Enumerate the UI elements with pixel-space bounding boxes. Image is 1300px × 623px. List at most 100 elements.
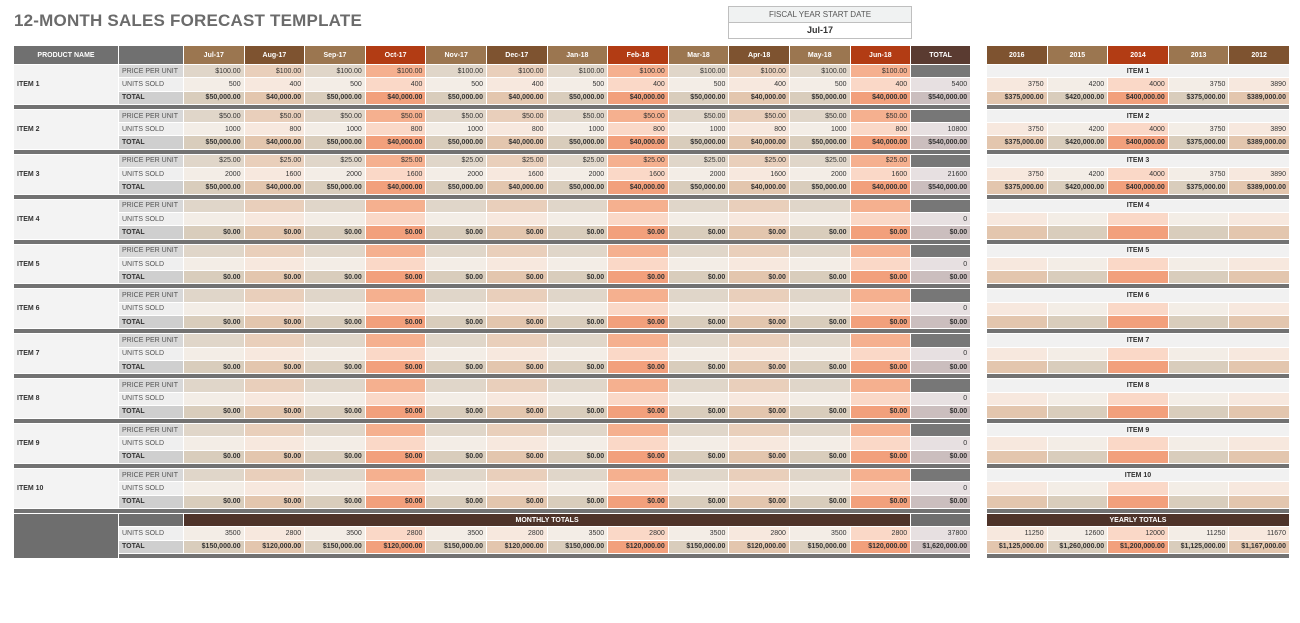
price-cell[interactable] bbox=[607, 423, 669, 438]
price-cell[interactable] bbox=[243, 288, 306, 303]
price-cell[interactable] bbox=[425, 243, 487, 258]
units-cell[interactable]: 400 bbox=[364, 77, 427, 92]
item-name[interactable]: ITEM 1 bbox=[13, 64, 119, 105]
units-cell[interactable] bbox=[243, 301, 306, 317]
price-cell[interactable] bbox=[546, 243, 609, 258]
price-cell[interactable]: $25.00 bbox=[667, 153, 730, 169]
units-cell[interactable] bbox=[546, 256, 609, 272]
year-total-cell[interactable] bbox=[986, 359, 1048, 375]
price-cell[interactable] bbox=[728, 243, 790, 258]
item-name[interactable]: ITEM 5 bbox=[13, 243, 119, 285]
year-units-cell[interactable]: 3890 bbox=[1228, 122, 1290, 137]
year-units-cell[interactable]: 3750 bbox=[986, 77, 1048, 92]
year-units-cell[interactable] bbox=[1228, 481, 1290, 496]
year-total-cell[interactable] bbox=[1167, 359, 1230, 375]
price-cell[interactable] bbox=[364, 288, 427, 303]
units-cell[interactable] bbox=[183, 211, 245, 227]
price-cell[interactable] bbox=[788, 468, 851, 483]
units-cell[interactable] bbox=[607, 346, 669, 361]
price-cell[interactable]: $50.00 bbox=[485, 108, 548, 124]
units-cell[interactable] bbox=[667, 436, 730, 451]
price-cell[interactable] bbox=[607, 378, 669, 393]
year-units-cell[interactable] bbox=[1107, 346, 1169, 361]
units-cell[interactable] bbox=[364, 436, 427, 451]
price-cell[interactable] bbox=[304, 468, 366, 483]
year-units-cell[interactable]: 4200 bbox=[1046, 167, 1109, 182]
units-cell[interactable] bbox=[546, 346, 609, 361]
year-total-cell[interactable] bbox=[1228, 449, 1290, 465]
year-units-cell[interactable] bbox=[1046, 391, 1109, 406]
units-cell[interactable] bbox=[485, 301, 548, 317]
year-total-cell[interactable]: $420,000.00 bbox=[1046, 180, 1109, 195]
units-cell[interactable] bbox=[183, 481, 245, 496]
year-total-cell[interactable] bbox=[1107, 270, 1169, 285]
price-cell[interactable] bbox=[425, 333, 487, 348]
units-cell[interactable] bbox=[425, 211, 487, 227]
year-units-cell[interactable] bbox=[1167, 301, 1230, 317]
year-units-cell[interactable] bbox=[1107, 436, 1169, 451]
price-cell[interactable] bbox=[849, 423, 912, 438]
units-cell[interactable] bbox=[304, 346, 366, 361]
price-cell[interactable]: $25.00 bbox=[546, 153, 609, 169]
units-cell[interactable]: 2000 bbox=[667, 167, 730, 182]
units-cell[interactable]: 800 bbox=[607, 122, 669, 137]
year-total-cell[interactable] bbox=[1167, 315, 1230, 330]
units-cell[interactable] bbox=[849, 256, 912, 272]
price-cell[interactable]: $100.00 bbox=[485, 63, 548, 79]
units-cell[interactable] bbox=[546, 436, 609, 451]
price-cell[interactable]: $100.00 bbox=[425, 63, 487, 79]
price-cell[interactable] bbox=[243, 423, 306, 438]
units-cell[interactable] bbox=[788, 211, 851, 227]
units-cell[interactable]: 2000 bbox=[788, 167, 851, 182]
units-cell[interactable] bbox=[788, 301, 851, 317]
year-total-cell[interactable] bbox=[986, 449, 1048, 465]
year-units-cell[interactable]: 4200 bbox=[1046, 122, 1109, 137]
units-cell[interactable] bbox=[728, 346, 790, 361]
price-cell[interactable] bbox=[243, 378, 306, 393]
year-units-cell[interactable] bbox=[1167, 256, 1230, 272]
price-cell[interactable] bbox=[485, 288, 548, 303]
price-cell[interactable] bbox=[849, 378, 912, 393]
item-name[interactable]: ITEM 7 bbox=[13, 333, 119, 375]
units-cell[interactable]: 400 bbox=[243, 77, 306, 92]
price-cell[interactable]: $25.00 bbox=[183, 153, 245, 169]
units-cell[interactable] bbox=[546, 301, 609, 317]
year-total-cell[interactable] bbox=[1046, 494, 1109, 509]
units-cell[interactable] bbox=[364, 481, 427, 496]
price-cell[interactable] bbox=[728, 288, 790, 303]
units-cell[interactable] bbox=[667, 256, 730, 272]
units-cell[interactable] bbox=[304, 256, 366, 272]
price-cell[interactable] bbox=[183, 243, 245, 258]
price-cell[interactable] bbox=[485, 333, 548, 348]
price-cell[interactable]: $25.00 bbox=[728, 153, 790, 169]
price-cell[interactable] bbox=[667, 243, 730, 258]
price-cell[interactable] bbox=[364, 243, 427, 258]
year-units-cell[interactable] bbox=[986, 436, 1048, 451]
item-name[interactable]: ITEM 4 bbox=[13, 198, 119, 240]
year-total-cell[interactable] bbox=[1046, 359, 1109, 375]
price-cell[interactable] bbox=[183, 468, 245, 483]
year-units-cell[interactable]: 3890 bbox=[1228, 167, 1290, 182]
units-cell[interactable]: 2000 bbox=[304, 167, 366, 182]
year-units-cell[interactable]: 3890 bbox=[1228, 77, 1290, 92]
units-cell[interactable] bbox=[728, 211, 790, 227]
units-cell[interactable]: 1000 bbox=[667, 122, 730, 137]
year-units-cell[interactable] bbox=[1107, 481, 1169, 496]
price-cell[interactable] bbox=[667, 468, 730, 483]
price-cell[interactable]: $100.00 bbox=[364, 63, 427, 79]
units-cell[interactable] bbox=[607, 256, 669, 272]
units-cell[interactable] bbox=[485, 211, 548, 227]
price-cell[interactable] bbox=[546, 288, 609, 303]
units-cell[interactable] bbox=[243, 391, 306, 406]
units-cell[interactable]: 2000 bbox=[546, 167, 609, 182]
year-total-cell[interactable] bbox=[1167, 225, 1230, 240]
units-cell[interactable] bbox=[243, 436, 306, 451]
price-cell[interactable] bbox=[546, 333, 609, 348]
year-total-cell[interactable] bbox=[1107, 315, 1169, 330]
units-cell[interactable] bbox=[243, 211, 306, 227]
price-cell[interactable] bbox=[485, 423, 548, 438]
units-cell[interactable]: 1600 bbox=[243, 167, 306, 182]
year-units-cell[interactable] bbox=[1046, 481, 1109, 496]
units-cell[interactable] bbox=[183, 301, 245, 317]
price-cell[interactable] bbox=[485, 378, 548, 393]
